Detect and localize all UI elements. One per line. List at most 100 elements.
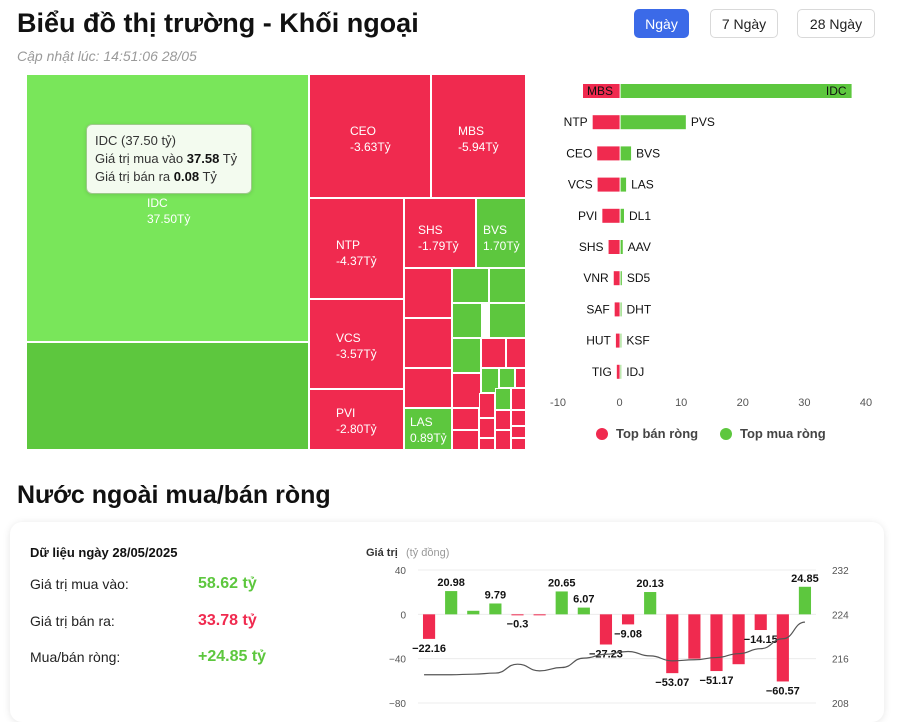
legend-sell[interactable]: Top bán ròng [596,426,698,441]
treemap-tile-value: -3.63Tỷ [350,140,391,154]
treemap-tile-small[interactable] [481,368,499,393]
summary-buy-label: Giá trị mua vào: [30,576,129,592]
treemap-tile-shs[interactable]: SHS -1.79Tỷ [404,198,476,268]
net-bar [445,591,458,615]
buy-ticker-label: AAV [628,240,651,254]
buy-bar-dht [620,302,622,317]
y2-tick-label: 216 [832,655,849,666]
y-axis-unit: (tỷ đồng) [406,547,449,559]
tooltip-title: IDC (37.50 tỷ) [95,133,176,148]
range-7day-button[interactable]: 7 Ngày [710,9,778,38]
treemap-tile-value: -2.80Tỷ [336,422,377,436]
treemap-tile-small[interactable] [495,410,511,430]
treemap-tile-label: MBS -5.94Tỷ [458,123,499,155]
y2-tick-label: 208 [832,699,849,710]
treemap-tile-pvs[interactable]: PVS10.59Tỷ [26,342,309,682]
treemap-tile-value: -3.57Tỷ [336,347,377,361]
sell-bar-vnr [613,271,620,286]
treemap-tile-small[interactable] [404,318,452,368]
treemap-tile-small[interactable] [479,418,495,438]
summary-sell-label: Giá trị bán ra: [30,613,115,629]
index-line [424,621,806,676]
treemap-tile-ticker: CEO [350,124,377,138]
treemap-tile-ticker: NTP [336,238,360,252]
treemap-tile-ticker: VCS [336,331,361,345]
treemap-tile-value: -4.37Tỷ [336,254,377,268]
net-bar-label: −22.16 [412,643,446,655]
net-bar [710,614,723,672]
treemap-tile-small[interactable] [479,438,495,450]
buy-bar-ksf [620,333,622,348]
buy-bar-bvs [620,146,632,161]
treemap-tile-small[interactable] [506,338,526,368]
treemap-tile-label: SHS -1.79Tỷ [418,222,459,254]
treemap-tile-vcs[interactable]: VCS -3.57Tỷ [309,299,404,389]
net-bar [511,614,524,616]
treemap-tile-small[interactable] [452,268,489,303]
treemap-tile-small[interactable] [499,368,515,388]
treemap-tooltip: IDC (37.50 tỷ) Giá trị mua vào 37.58 Tỷ … [86,124,252,194]
tooltip-buy-value: 37.58 [186,151,220,166]
buy-ticker-label: IDJ [626,365,644,379]
sell-bar-vcs [597,177,620,192]
treemap-tile-small[interactable] [479,393,495,418]
net-bar-label: 24.85 [791,573,819,585]
treemap-tile-bvs[interactable]: BVS 1.70Tỷ [476,198,526,268]
treemap-tile-small[interactable] [489,303,526,338]
treemap-tile-small[interactable] [511,438,526,450]
treemap-tile-small[interactable] [495,430,511,450]
treemap-tile-ntp[interactable]: NTP -4.37Tỷ [309,198,404,299]
treemap-tile-ticker: LAS [410,415,433,429]
treemap-tile-small[interactable] [511,388,526,410]
treemap-tile-small[interactable] [404,268,452,318]
net-bar [798,586,812,615]
net-bar [577,607,590,615]
x-tick-label: 10 [675,397,687,409]
treemap-tile-small[interactable] [452,373,481,408]
treemap-tile-small[interactable] [481,338,506,368]
tooltip-sell-label: Giá trị bán ra [95,169,171,184]
treemap-tile-small[interactable] [489,268,526,303]
net-bar-label: −51.17 [700,675,734,687]
legend-buy[interactable]: Top mua ròng [720,426,826,441]
treemap-tile-label: LAS 0.89Tỷ [410,414,447,446]
treemap-tile-idc[interactable]: IDC 37.50Tỷ [26,74,309,342]
treemap-tile-small[interactable] [515,368,526,388]
treemap-tile-small[interactable] [404,368,452,408]
summary-buy-value: 58.62 tỷ [198,575,257,592]
tooltip-sell-value: 0.08 [173,169,200,184]
net-bar [533,614,546,616]
x-tick-label: 40 [860,397,872,409]
section-title: Nước ngoài mua/bán ròng [17,481,331,509]
treemap-tile-pvi[interactable]: PVI -2.80Tỷ [309,389,404,450]
treemap-tile-small[interactable] [452,338,481,373]
treemap-tile-small[interactable] [452,430,479,450]
treemap-tile-small[interactable] [452,408,479,430]
buy-ticker-label: PVS [691,115,715,129]
sell-bar-tig [616,364,620,379]
treemap-tile-mbs[interactable]: MBS -5.94Tỷ [431,74,526,198]
treemap-tile-value: -5.94Tỷ [458,140,499,154]
range-day-button[interactable]: Ngày [634,9,689,38]
buy-ticker-label: DL1 [629,209,651,223]
net-bar-label: −9.08 [614,628,642,640]
range-28day-button[interactable]: 28 Ngày [797,9,875,38]
y-tick-label: −40 [389,655,406,666]
page-title: Biểu đồ thị trường - Khối ngoại [17,8,419,38]
treemap-tile-label: NTP -4.37Tỷ [336,237,377,269]
buy-ticker-label: KSF [626,334,649,348]
y-tick-label: 40 [395,566,407,577]
sell-bar-shs [608,240,620,254]
net-bar-label: −53.07 [655,677,689,689]
treemap-tile-small[interactable] [495,388,511,410]
treemap-tile-small[interactable] [452,303,482,338]
treemap-tile-small[interactable] [511,426,526,438]
treemap-tile-small[interactable] [511,410,526,426]
treemap-tile-ceo[interactable]: CEO -3.63Tỷ [309,74,431,198]
net-bar [467,610,480,615]
treemap-tile-ticker: SHS [418,223,443,237]
net-bar [422,614,436,639]
sell-bar-pvi [602,208,620,223]
net-flow-chart: Giá trị (tỷ đồng) −80 −40 0 40 208 216 224 232 −22… [366,547,849,710]
treemap-tile-las[interactable]: LAS 0.89Tỷ [404,408,452,450]
